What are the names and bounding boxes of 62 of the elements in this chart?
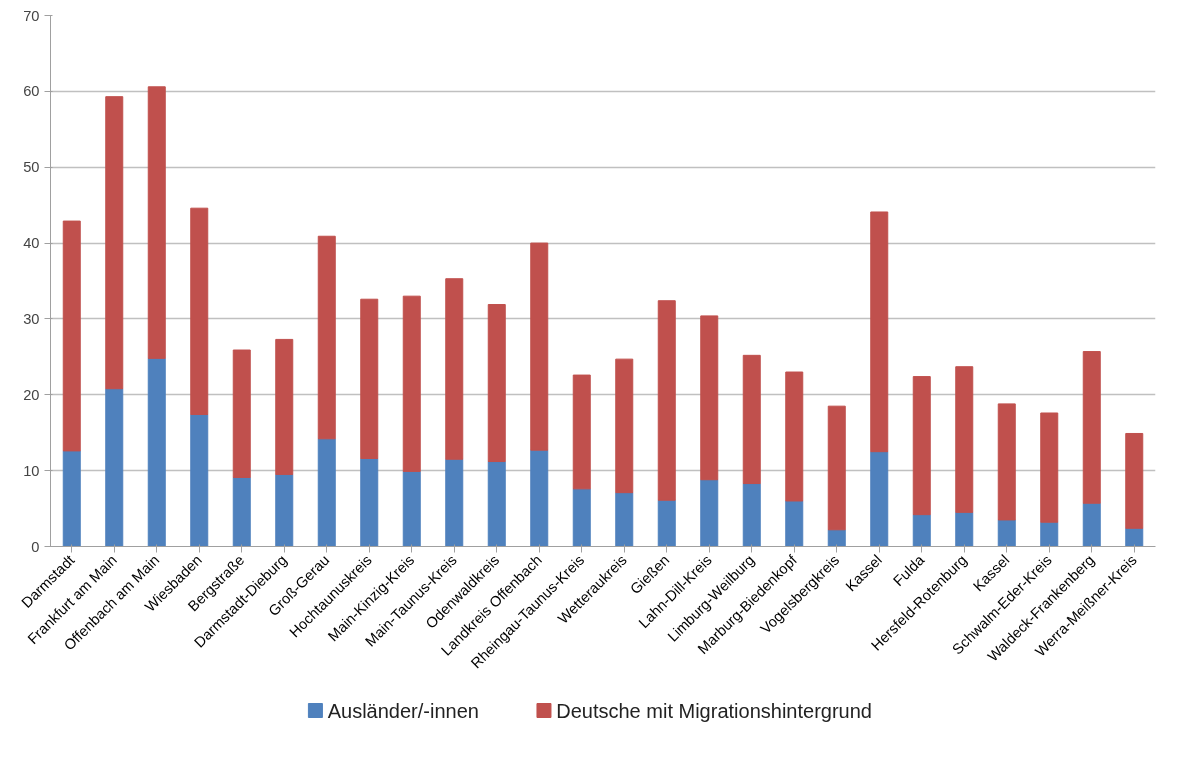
y-tick-label: 30 bbox=[23, 310, 40, 327]
bar bbox=[1082, 502, 1101, 547]
bar bbox=[487, 461, 506, 547]
bar bbox=[1125, 527, 1144, 547]
bar bbox=[317, 235, 336, 440]
bar bbox=[530, 449, 549, 547]
y-tick-label: 50 bbox=[23, 159, 40, 176]
bar bbox=[232, 349, 251, 478]
bar bbox=[997, 403, 1016, 521]
bar bbox=[827, 405, 846, 531]
bar bbox=[827, 529, 846, 547]
bar bbox=[870, 211, 889, 453]
y-tick-label: 70 bbox=[23, 7, 40, 24]
bar bbox=[700, 479, 719, 547]
y-tick-label: 20 bbox=[23, 386, 40, 403]
y-tick-label: 0 bbox=[31, 538, 40, 555]
bar bbox=[1040, 521, 1059, 547]
bar bbox=[445, 458, 464, 547]
bar bbox=[530, 242, 549, 451]
bar bbox=[190, 207, 209, 416]
bar bbox=[360, 458, 379, 547]
bar bbox=[147, 86, 166, 359]
bar bbox=[275, 338, 294, 475]
bar bbox=[1040, 412, 1059, 523]
bar bbox=[572, 374, 591, 490]
bar bbox=[232, 476, 251, 547]
bar bbox=[785, 500, 804, 547]
bar bbox=[785, 371, 804, 502]
bar bbox=[190, 414, 209, 547]
bar bbox=[402, 295, 421, 472]
bar bbox=[572, 488, 591, 547]
bar bbox=[105, 96, 124, 390]
y-tick-label: 10 bbox=[23, 462, 40, 479]
bar bbox=[912, 514, 931, 547]
bar bbox=[62, 450, 81, 547]
bar bbox=[1125, 432, 1144, 529]
bar bbox=[360, 298, 379, 460]
bar bbox=[955, 366, 974, 513]
bar bbox=[657, 300, 676, 501]
bar bbox=[147, 357, 166, 547]
bar bbox=[700, 315, 719, 481]
bar bbox=[487, 304, 506, 463]
bar bbox=[615, 492, 634, 547]
y-tick-label: 60 bbox=[23, 83, 40, 100]
bar bbox=[402, 470, 421, 547]
bar bbox=[912, 376, 931, 516]
bar bbox=[317, 438, 336, 547]
bar bbox=[657, 499, 676, 547]
bar bbox=[997, 519, 1016, 547]
legend-label: Ausländer/-innen bbox=[327, 699, 479, 722]
bar bbox=[1082, 351, 1101, 504]
y-tick-label: 40 bbox=[23, 235, 40, 252]
bar bbox=[445, 278, 464, 460]
bar bbox=[105, 388, 124, 547]
bar bbox=[615, 358, 634, 494]
bar bbox=[870, 451, 889, 547]
bar bbox=[742, 483, 761, 547]
bar bbox=[955, 511, 974, 547]
legend-label: Deutsche mit Migrationshintergrund bbox=[556, 699, 872, 722]
bar bbox=[742, 354, 761, 485]
bar bbox=[275, 473, 294, 547]
bar bbox=[62, 220, 81, 452]
